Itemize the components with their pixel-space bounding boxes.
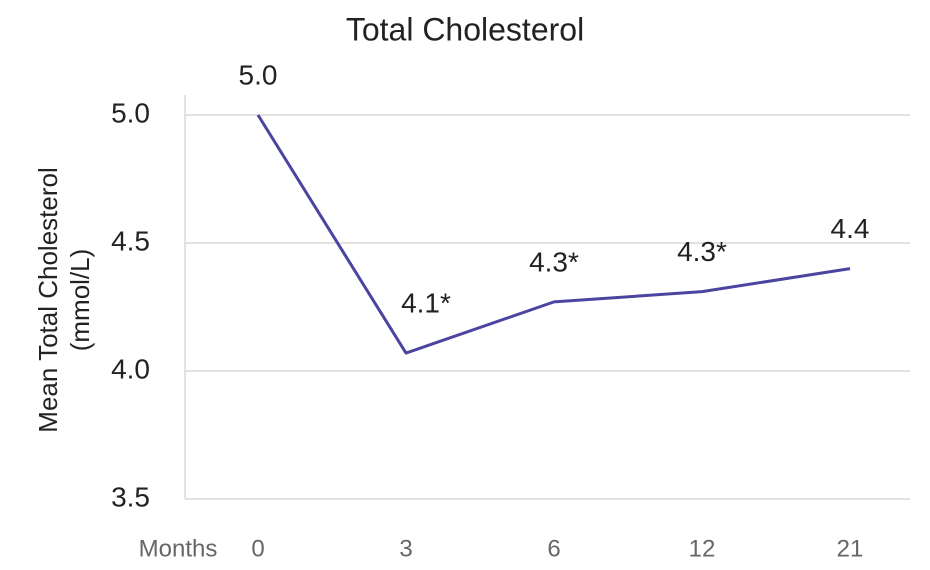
data-label: 4.4	[831, 213, 870, 244]
x-axis-label: Months	[139, 535, 218, 562]
y-tick-label: 4.0	[111, 353, 150, 384]
x-tick-label: 21	[837, 535, 864, 562]
line	[256, 114, 851, 355]
x-tick-label: 6	[547, 535, 560, 562]
x-tick-label: 12	[689, 535, 716, 562]
data-label: 4.3*	[529, 246, 579, 277]
x-tick-label: 3	[399, 535, 412, 562]
x-tick-label: 0	[251, 535, 264, 562]
y-tick-label: 5.0	[111, 97, 150, 128]
y-axis-label-line: (mmol/L)	[65, 249, 95, 352]
data-label: 4.3*	[677, 236, 727, 267]
y-axis-label-line: Mean Total Cholesterol	[33, 167, 63, 432]
data-label: 4.1*	[401, 287, 451, 318]
chart-title: Total Cholesterol	[346, 11, 584, 47]
y-axis-label: Mean Total Cholesterol (mmol/L)	[33, 167, 95, 432]
data-label: 5.0	[239, 59, 278, 90]
y-tick-label: 3.5	[111, 481, 150, 512]
y-tick-label: 4.5	[111, 225, 150, 256]
